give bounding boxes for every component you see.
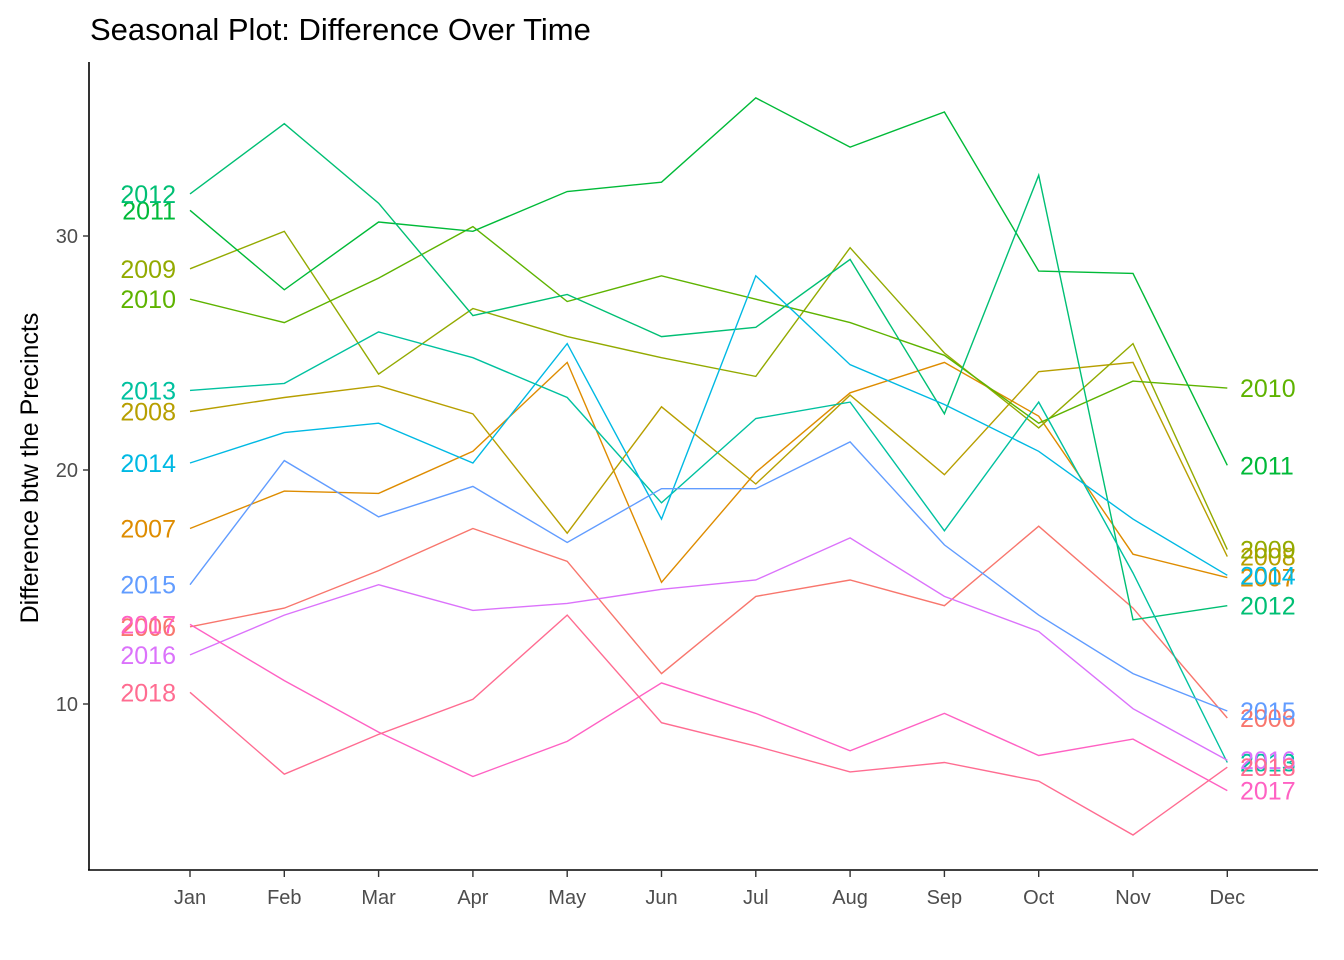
series-label-end-2007: 2007 <box>1240 565 1296 593</box>
y-tick-label: 10 <box>56 694 78 716</box>
series-line-2011 <box>189 97 1228 466</box>
y-tick-label: 20 <box>56 460 78 482</box>
x-tick-label: Jan <box>174 887 206 909</box>
series-lines <box>189 97 1228 836</box>
series-label-start-2015: 2015 <box>120 572 176 600</box>
x-tick-label: Oct <box>1023 887 1055 909</box>
series-line-2018 <box>189 614 1228 836</box>
series-label-end-2017: 2017 <box>1240 778 1296 806</box>
series-line-2017 <box>189 623 1228 792</box>
series-line-2006 <box>189 525 1228 719</box>
chart-title: Seasonal Plot: Difference Over Time <box>90 12 591 47</box>
series-line-2015 <box>189 441 1228 712</box>
series-label-start-2012: 2012 <box>120 181 176 209</box>
x-tick-label: May <box>548 887 586 909</box>
series-line-2009 <box>189 230 1228 550</box>
series-label-start-2013: 2013 <box>120 377 176 405</box>
series-label-start-2008: 2008 <box>120 399 176 427</box>
series-label-end-2012: 2012 <box>1240 593 1296 621</box>
series-label-start-2006: 2006 <box>120 614 176 642</box>
series-label-end-2013: 2013 <box>1240 750 1296 778</box>
x-tick-label: Sep <box>927 887 963 909</box>
x-tick-label: Jun <box>645 887 677 909</box>
series-line-2007 <box>189 361 1228 584</box>
x-tick-label: Aug <box>832 887 868 909</box>
series-label-end-2018: 2018 <box>1240 754 1296 782</box>
series-line-2014 <box>189 274 1228 576</box>
series-label-start-2009: 2009 <box>120 256 176 284</box>
series-label-end-2010: 2010 <box>1240 375 1296 403</box>
series-line-2008 <box>189 361 1228 557</box>
series-label-end-2014: 2014 <box>1240 562 1296 590</box>
x-tick-label: Jul <box>743 887 769 909</box>
y-axis-label: Difference btw the Precincts <box>16 313 44 624</box>
x-axis-ticks: Jan Feb Mar Apr May Jun Jul Aug Sep Oct Nov Dec <box>174 870 1245 909</box>
series-label-end-2006: 2006 <box>1240 705 1296 733</box>
series-line-2012 <box>189 122 1228 621</box>
series-label-end-2009: 2009 <box>1240 537 1296 565</box>
x-tick-label: Dec <box>1210 887 1246 909</box>
series-labels: 2006200620072007200820082009200920102010… <box>120 181 1295 806</box>
series-line-2010 <box>189 225 1228 425</box>
series-label-start-2018: 2018 <box>120 679 176 707</box>
y-axis-ticks: 10 20 30 <box>56 226 89 716</box>
x-tick-label: Nov <box>1115 887 1151 909</box>
series-line-2016 <box>189 537 1228 761</box>
series-label-start-2010: 2010 <box>120 286 176 314</box>
x-tick-label: Apr <box>457 887 488 909</box>
series-label-end-2008: 2008 <box>1240 544 1296 572</box>
series-line-2013 <box>189 331 1228 763</box>
series-label-end-2011: 2011 <box>1240 452 1294 480</box>
x-tick-label: Mar <box>361 887 396 909</box>
series-label-start-2017: 2017 <box>120 611 176 639</box>
series-label-start-2014: 2014 <box>120 450 176 478</box>
x-tick-label: Feb <box>267 887 301 909</box>
series-label-end-2016: 2016 <box>1240 747 1296 775</box>
series-label-start-2011: 2011 <box>122 197 176 225</box>
series-label-start-2016: 2016 <box>120 642 176 670</box>
series-label-start-2007: 2007 <box>120 516 176 544</box>
series-label-end-2015: 2015 <box>1240 698 1296 726</box>
y-tick-label: 30 <box>56 226 78 248</box>
